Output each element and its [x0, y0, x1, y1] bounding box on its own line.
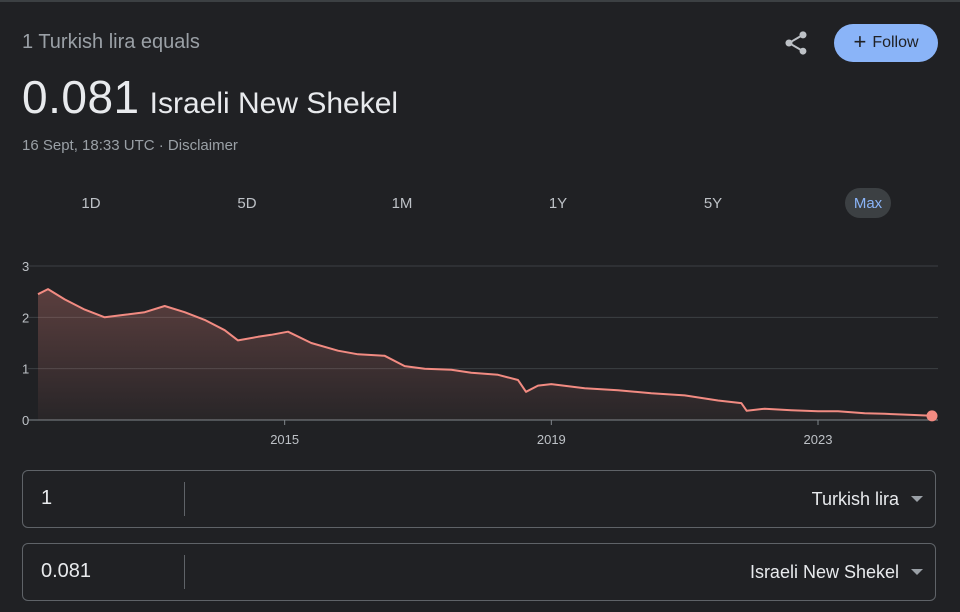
converter-divider [184, 482, 185, 516]
x-tick-label: 2015 [270, 432, 299, 447]
follow-button[interactable]: + Follow [834, 24, 938, 62]
dropdown-arrow-icon [911, 569, 923, 575]
y-tick-label: 0 [22, 413, 29, 428]
x-tick-label: 2023 [804, 432, 833, 447]
share-button[interactable] [778, 25, 814, 61]
converter-divider [184, 555, 185, 589]
rate-unit: Israeli New Shekel [149, 87, 399, 120]
target-currency-label: Israeli New Shekel [749, 561, 899, 582]
share-icon [785, 31, 807, 55]
source-currency-select[interactable]: Turkish lira [812, 471, 923, 527]
source-amount-input[interactable] [41, 487, 181, 510]
source-currency-label: Turkish lira [811, 488, 899, 509]
chart-series-line [37, 288, 933, 417]
rate-row: 0.081 Israeli New Shekel [22, 70, 398, 124]
range-tab-max[interactable]: Max [845, 188, 891, 218]
target-amount-input[interactable] [41, 560, 181, 583]
timestamp-disclaimer[interactable]: 16 Sept, 18:33 UTC · Disclaimer [22, 137, 238, 154]
converter-source: Turkish lira [22, 470, 936, 528]
range-tab-1m[interactable]: 1M [391, 194, 413, 212]
chart-current-point [926, 410, 938, 422]
rate-value: 0.081 [22, 71, 140, 123]
converter-target: Israeli New Shekel [22, 543, 936, 601]
range-tab-1y[interactable]: 1Y [548, 194, 568, 212]
y-tick-label: 1 [22, 362, 29, 377]
range-tab-5d[interactable]: 5D [237, 194, 257, 212]
chart-area-fill [38, 289, 932, 420]
exchange-rate-chart[interactable]: 0 1 2 3 2015 2019 2023 [0, 250, 960, 460]
follow-label: Follow [872, 34, 919, 51]
y-tick-label: 2 [22, 310, 29, 325]
top-divider [0, 0, 960, 2]
plus-icon: + [853, 29, 867, 54]
conversion-subtitle: 1 Turkish lira equals [22, 31, 200, 53]
target-currency-select[interactable]: Israeli New Shekel [750, 544, 923, 600]
dropdown-arrow-icon [911, 496, 923, 502]
range-tab-1d[interactable]: 1D [81, 194, 101, 212]
y-tick-label: 3 [22, 259, 29, 274]
x-tick-label: 2019 [537, 432, 566, 447]
time-range-tabs: 1D 5D 1M 1Y 5Y Max [22, 185, 938, 221]
range-tab-5y[interactable]: 5Y [703, 194, 723, 212]
